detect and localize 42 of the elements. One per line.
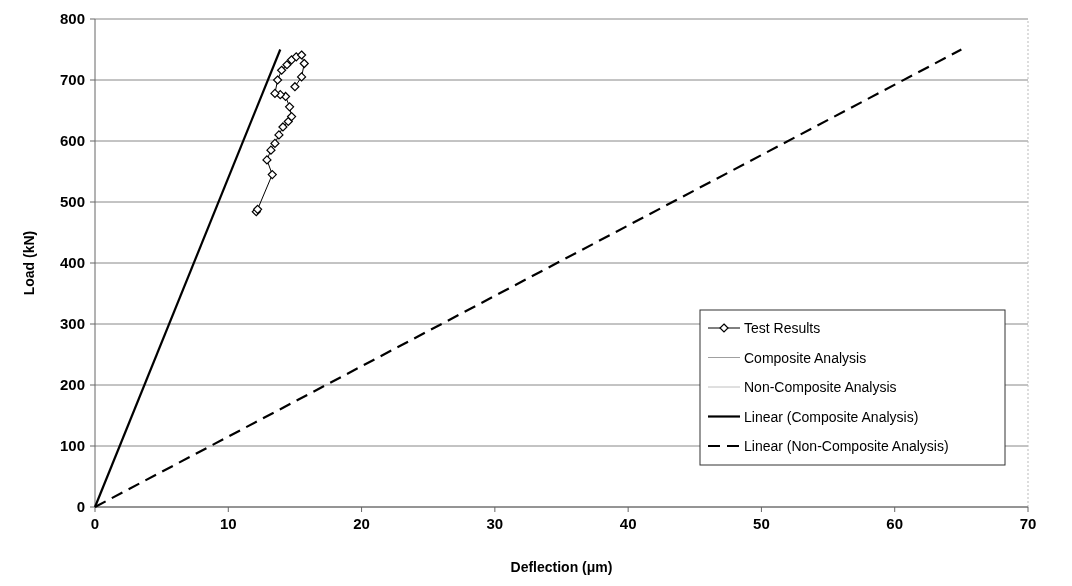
- point: [296, 50, 307, 60]
- point: [278, 122, 288, 132]
- legend-label: Linear (Composite Analysis): [744, 408, 919, 425]
- point: [270, 138, 280, 149]
- legend-label: Linear (Non-Composite Analysis): [744, 438, 949, 454]
- y-tick-label: 400: [59, 254, 85, 271]
- x-tick-label: 30: [486, 515, 504, 532]
- x-tick-label: 60: [886, 515, 904, 532]
- legend-label: Test Results: [744, 320, 821, 336]
- point: [277, 65, 287, 75]
- point: [287, 55, 297, 65]
- point: [274, 130, 284, 140]
- y-axis-title: Load (kN): [21, 230, 37, 296]
- point: [290, 82, 300, 92]
- x-tick-label: 0: [90, 515, 100, 532]
- x-tick-label: 10: [219, 515, 237, 532]
- point: [282, 60, 292, 70]
- x-tick-label: 70: [1019, 515, 1037, 532]
- y-tick-label: 600: [59, 132, 85, 149]
- x-tick-label: 20: [353, 515, 370, 532]
- x-tick-label: 40: [619, 515, 637, 532]
- x-axis-title: Deflection (μm): [510, 559, 613, 575]
- y-tick-label: 300: [59, 315, 85, 332]
- point: [283, 116, 293, 127]
- y-tick-label: 0: [76, 498, 85, 515]
- point: [299, 58, 309, 69]
- point: [262, 155, 272, 165]
- point: [296, 72, 307, 82]
- point: [266, 145, 276, 155]
- legend-label: Composite Analysis: [744, 349, 867, 366]
- x-tick-label: 50: [753, 515, 770, 532]
- point: [270, 88, 280, 99]
- y-tick-label: 200: [59, 376, 85, 393]
- y-tick-label: 100: [59, 437, 85, 454]
- legend-label: Non-Composite Analysis: [744, 379, 897, 395]
- point: [287, 112, 297, 122]
- y-tick-label: 700: [59, 71, 85, 88]
- point: [273, 75, 283, 85]
- point: [267, 169, 277, 180]
- point: [285, 102, 295, 112]
- y-tick-label: 800: [59, 10, 85, 27]
- y-tick-label: 500: [59, 193, 85, 210]
